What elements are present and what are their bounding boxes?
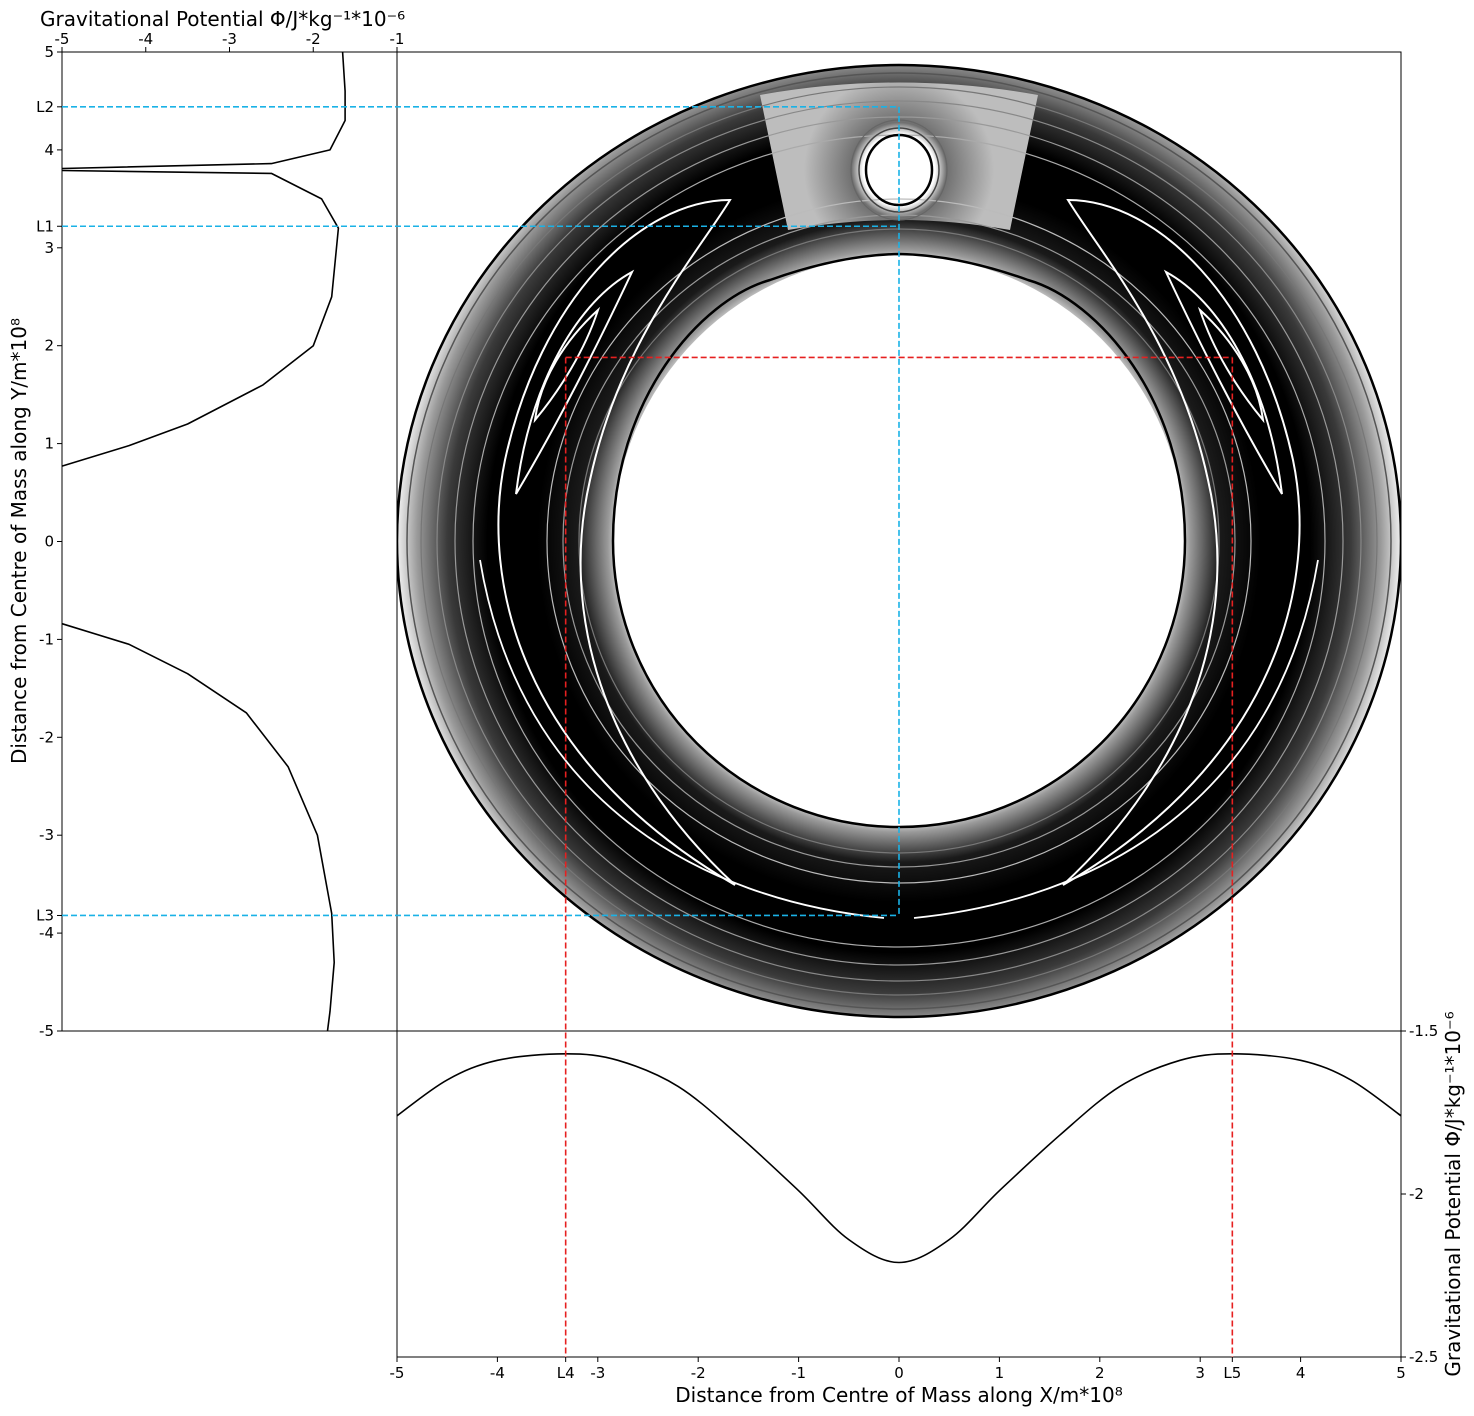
bottom-y-tick-label: -2 <box>1409 1185 1424 1203</box>
left-y-tick-label: 3 <box>44 239 54 257</box>
left-y-tick-label: -1 <box>39 630 54 648</box>
bottom-y-tick-label: -2.5 <box>1409 1348 1438 1366</box>
lagrange-guide-lines <box>62 106 1234 1357</box>
bottom-x-tick-label: -5 <box>390 1364 405 1382</box>
bottom-x-tick-label: 0 <box>894 1364 904 1382</box>
left-panel-y-title: Distance from Centre of Mass along Y/m*1… <box>7 318 31 764</box>
bottom-x-tick-label: -3 <box>590 1364 605 1382</box>
bottom-potential-panel: -5 -4 -3 -2 -1 0 1 2 3 4 5 L4 L5 -1.5 -2 -2.5 Distance… <box>390 1011 1465 1407</box>
lagrange-y-tick-l3: L3 <box>36 906 54 924</box>
left-y-tick-label: 0 <box>44 533 54 551</box>
bottom-x-tick-label: 5 <box>1396 1364 1406 1382</box>
left-y-tick-label: -2 <box>39 728 54 746</box>
left-series-line-1 <box>61 51 346 170</box>
left-panel-frame <box>61 51 398 1032</box>
left-x-tick-label: -2 <box>306 30 321 48</box>
bottom-x-tick-label: 4 <box>1296 1364 1306 1382</box>
bottom-x-tick-label: 1 <box>995 1364 1005 1382</box>
bottom-panel-series <box>396 1052 1402 1264</box>
bottom-x-tick-label: -2 <box>691 1364 706 1382</box>
left-panel-x-title: Gravitational Potential Φ/J*kg⁻¹*10⁻⁶ <box>40 7 405 31</box>
tadpole-contours <box>479 198 1319 919</box>
bottom-panel-y-title: Gravitational Potential Φ/J*kg⁻¹*10⁻⁶ <box>1441 1011 1465 1376</box>
bottom-panel-x-title: Distance from Centre of Mass along X/m*1… <box>675 1383 1122 1407</box>
left-x-tick-label: -5 <box>55 30 70 48</box>
bottom-x-tick-label: 3 <box>1195 1364 1205 1382</box>
left-y-tick-label: -4 <box>39 924 54 942</box>
lagrange-y-tick-l2: L2 <box>36 98 54 116</box>
left-y-tick-label: -5 <box>39 1022 54 1040</box>
left-y-tick-label: 2 <box>44 337 54 355</box>
bottom-x-tick-label: -1 <box>791 1364 806 1382</box>
left-series-line-3 <box>61 622 335 1032</box>
left-series-line-2 <box>61 169 340 467</box>
lagrange-x-tick-l4: L4 <box>557 1364 575 1382</box>
left-potential-panel: -5 -4 -3 -2 -1 5 4 3 2 1 0 -1 -2 -3 -4 -5 L2 L1 L3 Gravit… <box>7 7 405 1040</box>
bottom-series-line-1 <box>396 1052 1402 1264</box>
bottom-panel-x-ticks: -5 -4 -3 -2 -1 0 1 2 3 4 5 L4 L5 <box>390 1357 1406 1382</box>
left-y-tick-label: 5 <box>44 43 54 61</box>
left-y-tick-label: 4 <box>44 141 54 159</box>
bottom-panel-frame <box>396 1030 1402 1358</box>
lagrange-y-tick-l1: L1 <box>36 217 54 235</box>
potential-ring-fill <box>397 65 1401 1017</box>
left-panel-series <box>61 51 346 1032</box>
bottom-panel-y-ticks: -1.5 -2 -2.5 <box>1401 1022 1438 1366</box>
left-panel-y-ticks: 5 4 3 2 1 0 -1 -2 -3 -4 -5 L2 L1 L3 <box>36 43 62 1040</box>
left-x-tick-label: -3 <box>222 30 237 48</box>
left-x-tick-label: -1 <box>390 30 405 48</box>
potential-heatmap-panel <box>396 51 1402 1032</box>
left-panel-x-ticks: -5 -4 -3 -2 -1 <box>55 30 405 52</box>
lagrange-x-tick-l5: L5 <box>1223 1364 1241 1382</box>
bottom-y-tick-label: -1.5 <box>1409 1022 1438 1040</box>
bottom-x-tick-label: 2 <box>1095 1364 1105 1382</box>
left-y-tick-label: -3 <box>39 826 54 844</box>
left-y-tick-label: 1 <box>44 435 54 453</box>
bottom-x-tick-label: -4 <box>490 1364 505 1382</box>
left-x-tick-label: -4 <box>138 30 153 48</box>
